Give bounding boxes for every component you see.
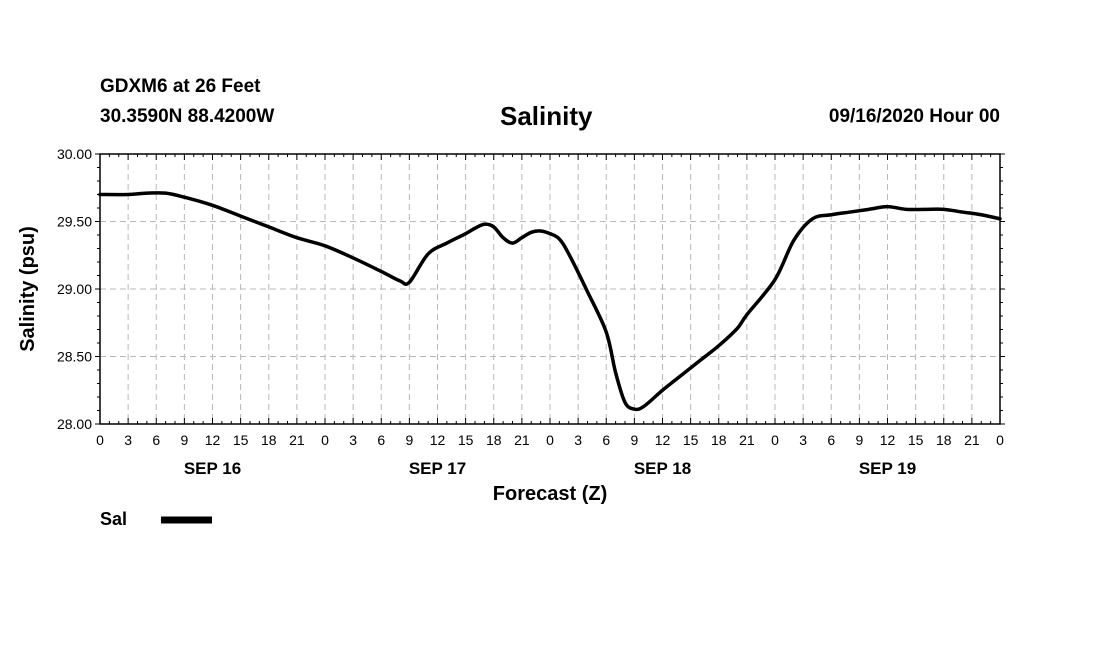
x-tick-label: 0 xyxy=(771,432,779,448)
x-tick-label: 3 xyxy=(349,432,357,448)
legend-label: Sal xyxy=(100,509,127,529)
x-tick-label: 12 xyxy=(655,432,671,448)
x-tick-label: 12 xyxy=(430,432,446,448)
x-tick-label: 3 xyxy=(124,432,132,448)
x-tick-label: 0 xyxy=(996,432,1004,448)
day-label: SEP 17 xyxy=(409,459,466,478)
y-tick-labels: 28.00 28.50 29.00 29.50 30.00 xyxy=(57,146,92,432)
station-label: GDXM6 at 26 Feet xyxy=(100,76,261,97)
chart-title: Salinity xyxy=(500,101,593,131)
x-tick-label: 15 xyxy=(233,432,249,448)
day-label: SEP 18 xyxy=(634,459,691,478)
x-tick-label: 21 xyxy=(739,432,755,448)
x-axis-label: Forecast (Z) xyxy=(493,483,607,505)
y-tick-label: 28.00 xyxy=(57,416,92,432)
x-tick-label: 6 xyxy=(152,432,160,448)
y-tick-label: 30.00 xyxy=(57,146,92,162)
x-tick-label: 15 xyxy=(683,432,699,448)
x-tick-label: 0 xyxy=(546,432,554,448)
x-tick-label: 18 xyxy=(711,432,727,448)
x-tick-label: 15 xyxy=(458,432,474,448)
x-tick-label: 21 xyxy=(289,432,305,448)
y-tick-label: 29.00 xyxy=(57,281,92,297)
x-tick-label: 9 xyxy=(630,432,638,448)
y-tick-label: 28.50 xyxy=(57,349,92,365)
forecast-date-label: 09/16/2020 Hour 00 xyxy=(828,106,1000,127)
salinity-series-line xyxy=(98,191,1002,412)
x-tick-label: 21 xyxy=(964,432,980,448)
day-label: SEP 16 xyxy=(184,459,241,478)
x-tick-labels: 0 3 6 9 12 15 18 21 0 3 6 9 12 15 18 21 0 3 6 9 12 15 18 21 0 3 6 9… xyxy=(96,432,1004,448)
x-tick-label: 18 xyxy=(486,432,502,448)
x-tick-label: 18 xyxy=(261,432,277,448)
coordinates-label: 30.3590N 88.4200W xyxy=(100,106,275,127)
x-tick-label: 0 xyxy=(321,432,329,448)
y-tick-label: 29.50 xyxy=(57,214,92,230)
x-tick-label: 6 xyxy=(602,432,610,448)
grid-lines xyxy=(100,154,1000,424)
x-tick-label: 12 xyxy=(205,432,221,448)
x-tick-label: 3 xyxy=(574,432,582,448)
day-label: SEP 19 xyxy=(859,459,916,478)
day-labels: SEP 16 SEP 17 SEP 18 SEP 19 xyxy=(184,459,916,478)
y-axis-label: Salinity (psu) xyxy=(17,226,39,352)
x-tick-label: 3 xyxy=(799,432,807,448)
x-tick-label: 6 xyxy=(377,432,385,448)
x-tick-label: 21 xyxy=(514,432,530,448)
x-tick-label: 12 xyxy=(880,432,896,448)
plot-frame xyxy=(99,153,1001,425)
x-tick-label: 9 xyxy=(855,432,863,448)
x-tick-label: 6 xyxy=(827,432,835,448)
x-tick-label: 18 xyxy=(936,432,952,448)
x-tick-label: 9 xyxy=(180,432,188,448)
x-tick-label: 0 xyxy=(96,432,104,448)
x-tick-label: 15 xyxy=(908,432,924,448)
x-tick-label: 9 xyxy=(405,432,413,448)
